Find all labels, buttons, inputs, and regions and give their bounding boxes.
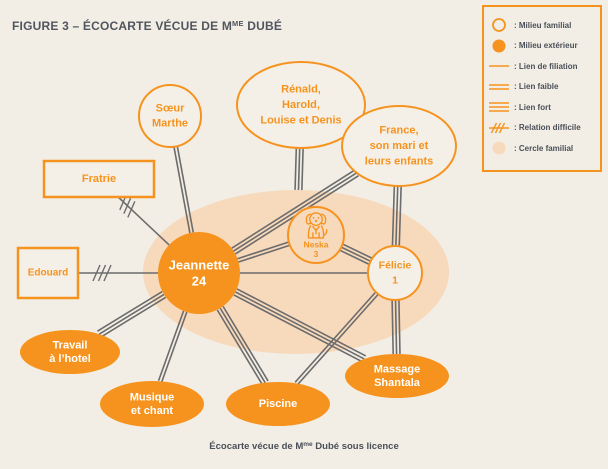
legend-item-lien-fort: : Lien fort <box>484 97 600 118</box>
legend-item-label: : Cercle familial <box>514 143 574 153</box>
edge-jeannette-piscine <box>216 305 269 385</box>
node-label: et chant <box>131 405 174 417</box>
node-piscine: Piscine <box>226 382 330 426</box>
difficult-hatch-icon <box>123 197 132 214</box>
node-label: à l’hotel <box>49 353 91 365</box>
difficult-hatch-icon <box>127 201 136 218</box>
dog-icon <box>305 212 328 239</box>
legend-item-label: : Milieu extérieur <box>514 41 578 51</box>
difficult-hatch-icon <box>92 264 101 282</box>
node-label: Neska <box>303 239 328 249</box>
edge-felicie-massage <box>391 299 401 355</box>
legend-item-relation-difficile: : Relation difficile <box>484 118 600 139</box>
edge-france-felicie <box>391 185 402 247</box>
node-label: 24 <box>192 274 207 289</box>
node-label: Fratrie <box>82 173 116 185</box>
legend-item-label: : Lien fort <box>514 102 551 112</box>
lien-faible-icon <box>484 78 514 96</box>
node-label: Musique <box>130 391 175 403</box>
node-massage: Massage Shantala <box>345 354 449 398</box>
node-label: Jeannette <box>169 258 230 273</box>
edges-layer <box>78 146 402 386</box>
figure-caption-suffix: Dubé sous licence <box>312 441 399 452</box>
edge-neska-felicie <box>339 243 373 266</box>
node-label: Louise et Denis <box>260 114 341 126</box>
relation-difficile-icon <box>484 119 514 137</box>
edge-renald-cercle-familial <box>294 147 304 191</box>
node-musique: Musique et chant <box>100 381 204 427</box>
node-travail: Travail à l’hotel <box>20 330 120 374</box>
node-label: Piscine <box>259 398 298 410</box>
node-label: Harold, <box>282 99 320 111</box>
edge-jeannette-travail <box>96 290 167 338</box>
node-label: France, <box>379 125 418 137</box>
figure-title-superscript: ME <box>232 19 244 28</box>
legend-item-label: : Milieu familial <box>514 20 572 30</box>
node-label: Rénald, <box>281 84 321 96</box>
node-label: 1 <box>392 274 398 286</box>
node-label: Shantala <box>374 377 421 389</box>
lien-fort-icon <box>484 98 514 116</box>
figure-title-text: FIGURE 3 – ÉCOCARTE VÉCUE DE M <box>12 19 233 33</box>
edge-jeannette-neska <box>237 241 291 263</box>
node-label: Travail <box>53 339 88 351</box>
figure-title: FIGURE 3 – ÉCOCARTE VÉCUE DE MME DUBÉ <box>12 19 282 33</box>
edge-fratrie-jeannette <box>117 193 170 246</box>
milieu-familial-icon <box>484 16 514 34</box>
figure-title-suffix: DUBÉ <box>243 19 283 33</box>
lien-de-filiation-icon <box>484 57 514 75</box>
legend-item-milieu-exterieur: : Milieu extérieur <box>484 36 600 57</box>
legend-item-lien-faible: : Lien faible <box>484 77 600 98</box>
edge-jeannette-musique <box>157 310 188 383</box>
node-label: 3 <box>314 249 319 259</box>
legend-item-label: : Lien faible <box>514 82 559 92</box>
figure-caption-text: Écocarte vécue de M <box>209 441 304 452</box>
cercle-familial-icon <box>484 139 514 157</box>
edge-edouard-jeannette <box>78 264 158 282</box>
node-label: Marthe <box>152 118 188 130</box>
legend-item-lien-de-filiation: : Lien de filiation <box>484 56 600 77</box>
node-renald: Rénald, Harold, Louise et Denis <box>236 61 366 149</box>
node-label: Edouard <box>28 268 69 279</box>
node-label: Massage <box>374 363 420 375</box>
legend-item-cercle-familial: : Cercle familial <box>484 138 600 159</box>
legend-item-label: : Lien de filiation <box>514 61 578 71</box>
edge-jeannette-massage <box>233 288 367 363</box>
node-france: France, son mari et leurs enfants <box>341 105 457 187</box>
legend-item-milieu-familial: : Milieu familial <box>484 15 600 36</box>
difficult-hatch-icon <box>97 264 107 282</box>
node-label: Sœur <box>156 102 185 114</box>
milieu-exterieur-icon <box>484 37 514 55</box>
node-edouard: Edouard <box>16 246 80 300</box>
edge-soeur-marthe-jeannette <box>173 146 195 234</box>
node-label: leurs enfants <box>365 155 433 167</box>
edge-felicie-piscine <box>294 291 379 386</box>
node-fratrie: Fratrie <box>42 159 156 199</box>
node-label: Félicie <box>379 260 412 272</box>
figure-caption: Écocarte vécue de Mme Dubé sous licence <box>0 441 608 452</box>
node-soeur-marthe: Sœur Marthe <box>138 84 202 148</box>
legend-item-label: : Relation difficile <box>514 123 581 133</box>
node-label: son mari et <box>370 140 429 152</box>
difficult-hatch-icon <box>103 264 112 282</box>
figure-caption-superscript: me <box>303 441 313 448</box>
node-felicie: Félicie 1 <box>367 245 423 301</box>
legend-box: : Milieu familial : Milieu extérieur : Lie… <box>482 5 602 172</box>
